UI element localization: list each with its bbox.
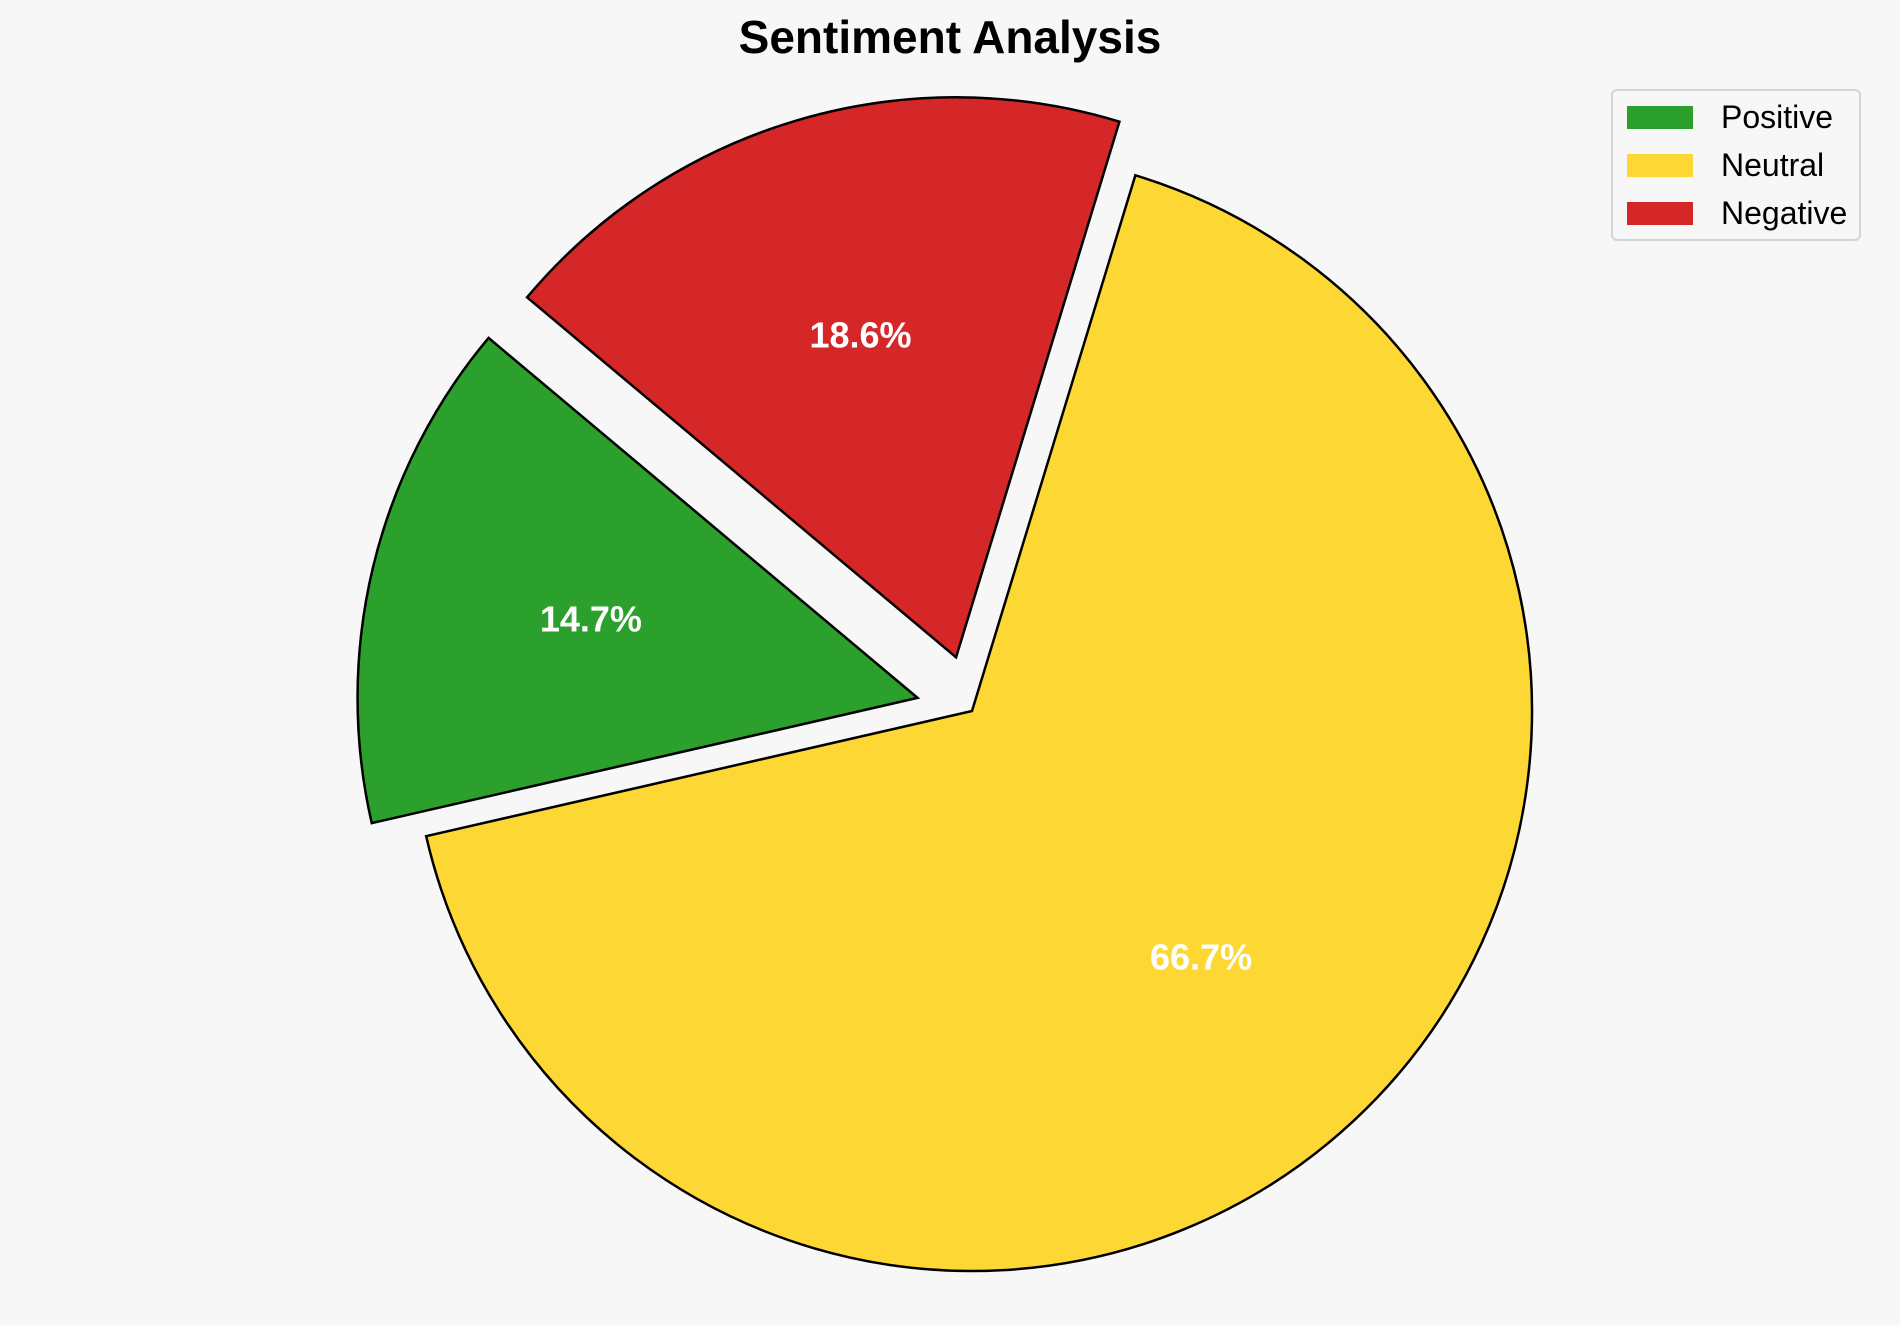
legend-item-neutral: Neutral — [1627, 145, 1824, 185]
legend: Positive Neutral Negative — [1611, 89, 1861, 241]
legend-label-neutral: Neutral — [1721, 146, 1825, 183]
pie-slice-neutral — [424, 173, 1534, 1273]
pie-slice-positive — [356, 336, 921, 825]
legend-swatch-neutral — [1627, 153, 1693, 177]
legend-label-positive: Positive — [1721, 98, 1834, 135]
legend-item-positive: Positive — [1627, 97, 1833, 137]
chart-title: Sentiment Analysis — [738, 11, 1162, 63]
pie-slices — [356, 96, 1534, 1273]
pie-slice-negative — [525, 96, 1121, 660]
pie-label-positive: 14.7% — [540, 599, 642, 640]
pie-labels: 14.7% 66.7% 18.6% — [540, 315, 1252, 978]
pie-label-neutral: 66.7% — [1150, 936, 1252, 977]
legend-item-negative: Negative — [1627, 193, 1847, 233]
legend-swatch-negative — [1627, 201, 1693, 225]
legend-label-negative: Negative — [1721, 194, 1848, 231]
legend-swatch-positive — [1627, 105, 1693, 129]
pie-label-negative: 18.6% — [809, 315, 911, 356]
